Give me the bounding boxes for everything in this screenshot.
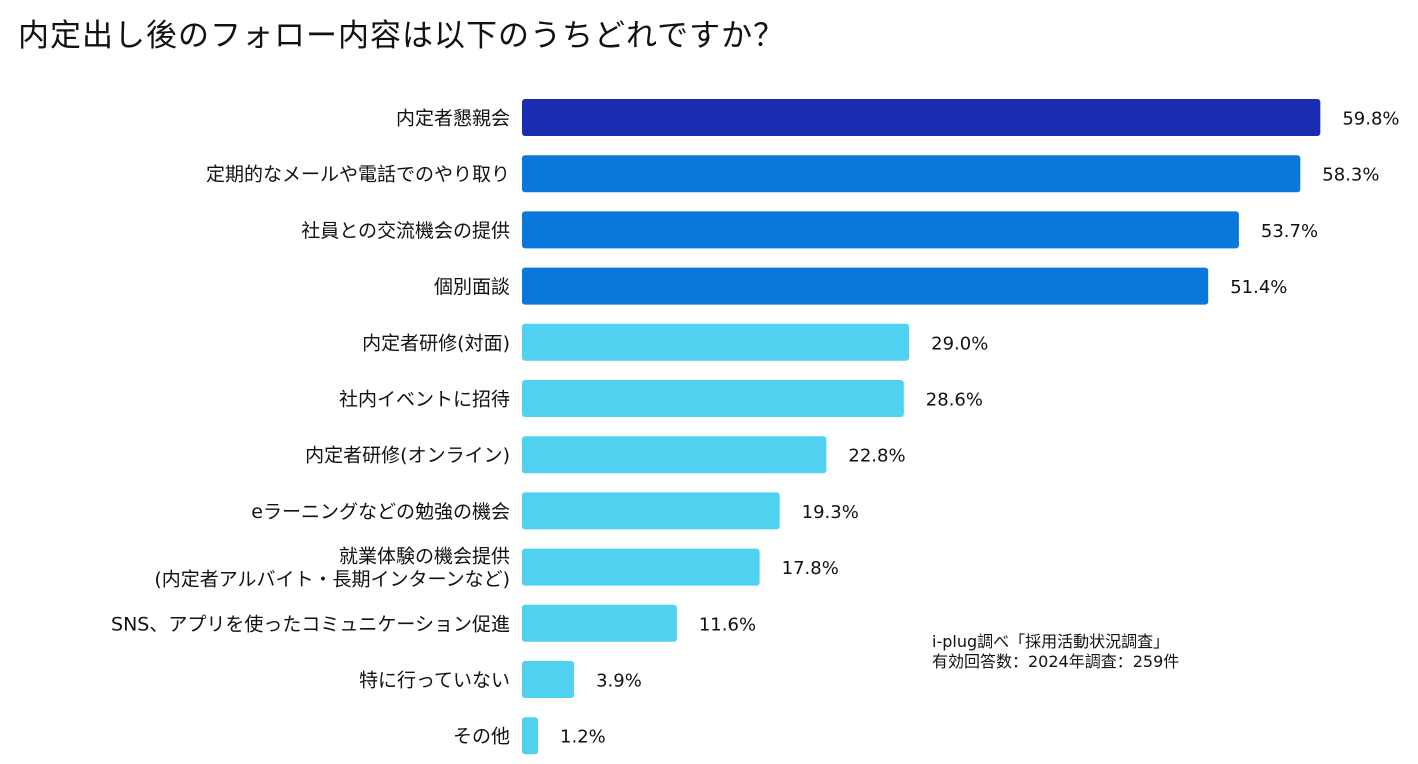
bar-1 — [522, 99, 1321, 136]
category-label-12: その他 — [453, 726, 510, 748]
category-label-11: 特に行っていない — [359, 670, 510, 692]
bar-11 — [522, 661, 575, 698]
value-label-9: 17.8% — [782, 558, 839, 579]
bar-7 — [522, 436, 827, 474]
category-label-9-line-2: (内定者アルバイト・長期インターンなど) — [154, 569, 510, 591]
category-label-4: 個別面談 — [434, 276, 510, 298]
category-label-1: 内定者懇親会 — [396, 108, 510, 130]
chart-title: 内定出し後のフォロー内容は以下のうちどれですか？ — [18, 18, 786, 54]
category-label-9-line-1: 就業体験の機会提供 — [339, 546, 510, 568]
value-label-3: 53.7% — [1261, 221, 1318, 242]
category-label-8: eラーニングなどの勉強の機会 — [251, 501, 510, 523]
value-label-6: 28.6% — [926, 390, 983, 411]
value-label-2: 58.3% — [1322, 165, 1379, 186]
value-label-12: 1.2% — [560, 727, 606, 748]
value-label-11: 3.9% — [596, 671, 642, 692]
value-label-7: 22.8% — [848, 446, 905, 467]
bar-10 — [522, 604, 677, 642]
value-label-10: 11.6% — [699, 614, 756, 635]
source-note: i-plug調べ「採用活動状況調査」 有効回答数：2024年調査：259件 — [932, 632, 1179, 672]
source-line-2: 有効回答数：2024年調査：259件 — [932, 652, 1180, 671]
bar-4 — [522, 267, 1209, 305]
value-label-5: 29.0% — [931, 333, 988, 354]
value-label-1: 59.8% — [1342, 109, 1399, 130]
category-label-7: 内定者研修(オンライン) — [305, 445, 510, 467]
bar-5 — [522, 323, 910, 361]
bar-12 — [522, 717, 539, 755]
category-label-2: 定期的なメールや電話でのやり取り — [206, 164, 510, 186]
value-label-8: 19.3% — [802, 502, 859, 523]
source-line-1: i-plug調べ「採用活動状況調査」 — [932, 632, 1170, 651]
bar-2 — [522, 155, 1301, 193]
category-label-10: SNS、アプリを使ったコミュニケーション促進 — [111, 613, 510, 635]
category-label-6: 社内イベントに招待 — [339, 389, 510, 411]
bar-6 — [522, 380, 904, 417]
category-label-3: 社員との交流機会の提供 — [301, 220, 510, 242]
bar-9 — [522, 548, 760, 586]
category-label-5: 内定者研修(対面) — [362, 332, 510, 354]
bar-3 — [522, 211, 1239, 249]
value-label-4: 51.4% — [1230, 277, 1287, 298]
bar-8 — [522, 492, 780, 530]
